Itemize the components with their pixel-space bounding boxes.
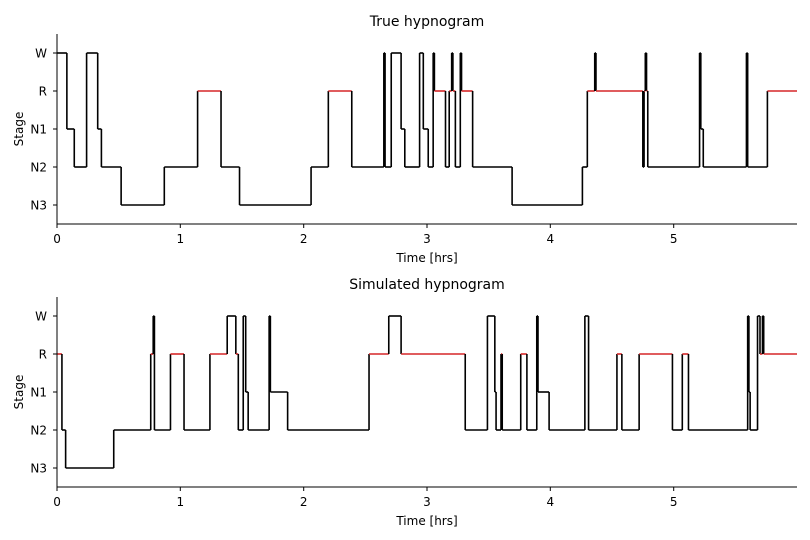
x-tick-label-4: 4 [546,232,554,246]
x-tick-label-2: 2 [300,232,308,246]
x-tick-labels: 0 1 2 3 4 5 [53,232,677,246]
x-tick-labels: 0 1 2 3 4 5 [53,495,677,509]
x-tick-label-0: 0 [53,495,61,509]
x-tick-label-3: 3 [423,232,431,246]
x-tick-label-4: 4 [546,495,554,509]
y-tick-labels: W R N1 N2 N3 [30,47,47,213]
y-tick-label-r: R [39,85,47,99]
x-tick-label-1: 1 [176,232,184,246]
y-tick-label-n1: N1 [30,386,47,400]
x-tick-label-5: 5 [670,495,678,509]
plot-area [57,315,797,469]
x-tick-label-3: 3 [423,495,431,509]
simulated-hypnogram-panel: Simulated hypnogram W R N1 N2 N3 0 1 2 3… [12,277,797,528]
x-tick-label-0: 0 [53,232,61,246]
y-tick-label-n2: N2 [30,424,47,438]
x-tick-label-2: 2 [300,495,308,509]
y-tick-label-r: R [39,348,47,362]
plot-area [57,52,797,206]
axis-ticks [53,315,675,491]
y-axis-label: Stage [12,375,26,410]
y-axis-label: Stage [12,112,26,147]
y-tick-label-n1: N1 [30,123,47,137]
y-tick-label-n3: N3 [30,462,47,476]
x-tick-label-1: 1 [176,495,184,509]
y-tick-label-n3: N3 [30,199,47,213]
chart-title: Simulated hypnogram [349,277,505,293]
true-hypnogram-panel: True hypnogram W R N1 N2 N3 0 1 2 3 4 5 … [12,14,797,265]
y-tick-label-w: W [35,47,47,61]
chart-title: True hypnogram [369,14,485,30]
y-tick-labels: W R N1 N2 N3 [30,310,47,476]
x-tick-label-5: 5 [670,232,678,246]
y-tick-label-w: W [35,310,47,324]
axis-ticks [53,52,675,228]
x-axis-label: Time [hrs] [395,251,457,265]
y-tick-label-n2: N2 [30,161,47,175]
x-axis-label: Time [hrs] [395,514,457,528]
